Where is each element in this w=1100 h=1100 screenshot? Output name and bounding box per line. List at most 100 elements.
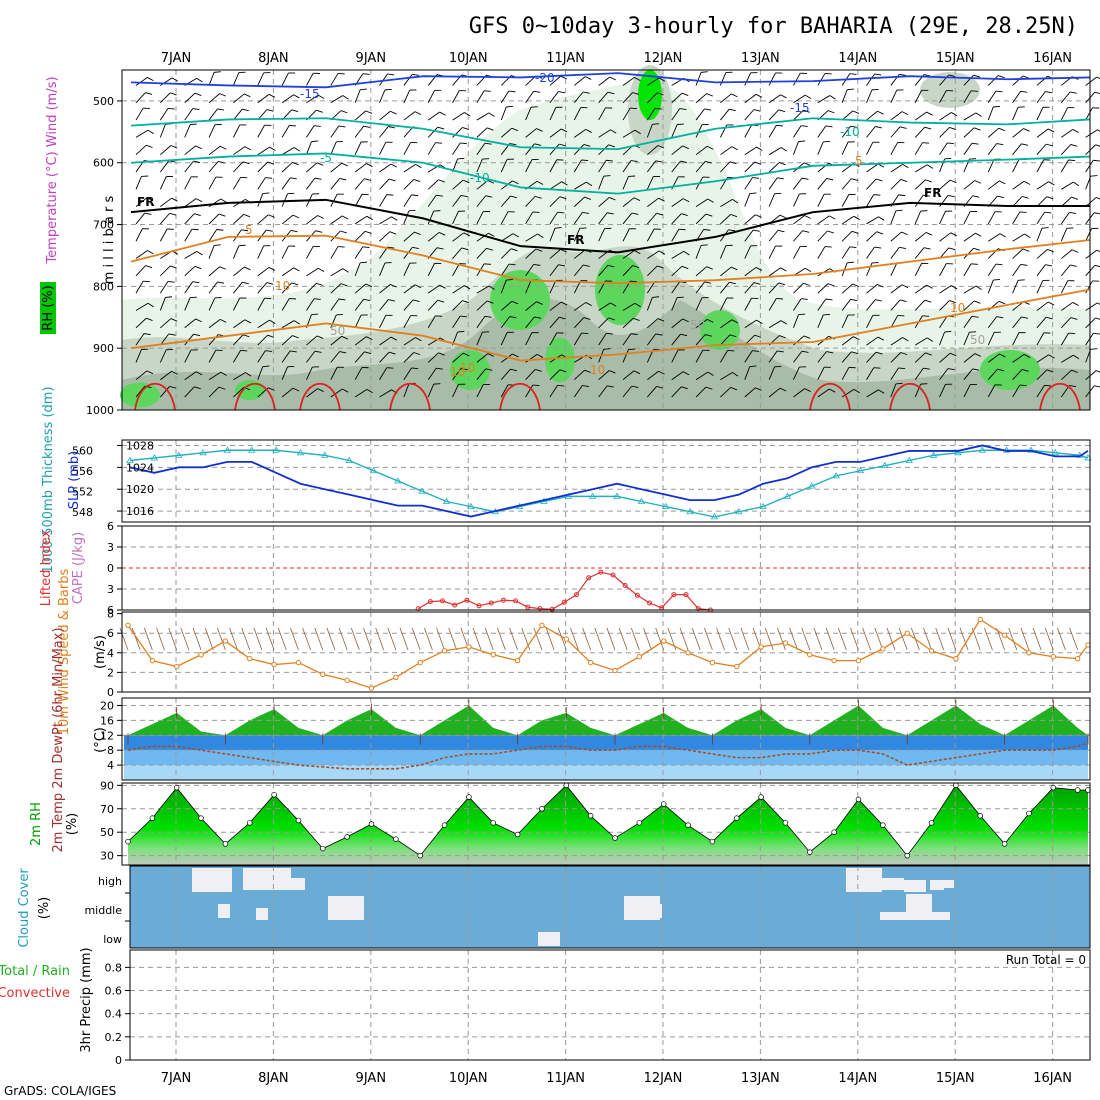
wind-barb [379, 89, 392, 103]
wind-barb [866, 216, 885, 225]
wind-barb-staff [379, 351, 390, 363]
upper-air-frame [121, 69, 1091, 411]
wind-barb-staff [646, 124, 653, 138]
wind-barb-flag [336, 314, 343, 316]
wind-barb-flag [973, 127, 981, 131]
wind-barb-flag [973, 74, 981, 78]
wind-barb-staff [646, 297, 653, 311]
wind-barb [281, 162, 299, 173]
wind-barb-flag [509, 143, 517, 146]
wind-barb-staff [695, 386, 707, 398]
wind-barb-flag [484, 142, 492, 145]
wind-barb [720, 213, 738, 225]
wind-barb [744, 109, 761, 121]
wind-barb [330, 95, 349, 104]
wind-barb [281, 94, 300, 104]
wind-barb-flag [1096, 370, 1100, 374]
wind-barb [744, 319, 763, 329]
wind-barb-flag [852, 110, 860, 114]
rh2m-marker [490, 820, 497, 826]
wind-barb [914, 89, 929, 103]
rh2m-area [128, 785, 1088, 865]
wind-barb-flag [531, 332, 539, 334]
credit-text: GrADS: COLA/IGES [4, 1084, 116, 1098]
wind-barb-staff [1060, 280, 1069, 294]
wind-barb [184, 318, 202, 329]
wind-barb-flag [847, 88, 854, 91]
wind-barb-flag [682, 371, 690, 376]
wind-barb-staff [939, 211, 946, 225]
wind-barb-staff [257, 93, 270, 104]
wind-barb-flag [878, 216, 885, 221]
wind-barb-staff [866, 142, 874, 155]
wind-barb-flag [900, 178, 908, 182]
wind-barb [720, 319, 738, 329]
wind-barb-flag [559, 316, 566, 320]
rh2m-marker [807, 849, 813, 855]
wind-barb [525, 301, 543, 311]
wind-barb-flag [1048, 354, 1055, 359]
wind-barb-flag [731, 266, 738, 271]
wind-barb-flag [387, 73, 395, 76]
wind-barb [452, 315, 467, 329]
wind-barb-flag [390, 163, 398, 168]
wind-barb [208, 176, 223, 190]
wind-barb-flag [632, 265, 640, 268]
wind10m-barb [570, 627, 579, 651]
wind-barb [1061, 181, 1080, 190]
wind-barb-staff [914, 383, 922, 398]
wind-barb [695, 93, 713, 104]
wind-barb-flag [652, 123, 660, 125]
wind-barb-flag [630, 280, 637, 283]
wind-barb-flag [436, 247, 444, 250]
wind-barb-flag [780, 267, 787, 272]
wind-barb [866, 367, 881, 380]
wind-barb-staff [1036, 332, 1045, 346]
wind-barb-staff [793, 388, 805, 398]
wind-barb [817, 388, 836, 398]
wind-barb-staff [281, 320, 295, 329]
wind-barb-flag [390, 283, 397, 288]
wind10m-barb [375, 627, 385, 651]
wind-barb-flag [975, 285, 982, 290]
wind-barb [598, 212, 614, 225]
wind-barb-flag [1020, 90, 1028, 93]
wind-barb-flag [291, 282, 299, 286]
wind-barb-staff [330, 178, 340, 190]
wind-barb [793, 313, 806, 328]
wind-barb-staff [646, 160, 657, 173]
wind-barb-flag [1067, 280, 1075, 282]
wind-barb [281, 282, 299, 294]
wind-barb [719, 244, 733, 259]
wind-barb-flag [1071, 249, 1079, 253]
wind-barb [525, 263, 541, 277]
wind-barb-staff [841, 194, 850, 207]
wind-barb [1012, 180, 1031, 190]
wind-barb-staff [354, 89, 361, 103]
rh2m-unit: (%) [65, 813, 80, 836]
wind-barb [793, 215, 811, 225]
wind-barb-staff [330, 95, 344, 104]
wind-barb-staff [281, 94, 294, 104]
wind-barb-staff [233, 93, 245, 104]
lifted-index-marker [525, 604, 531, 610]
wind-barb-staff [866, 299, 876, 311]
wind10m-barb [180, 627, 190, 651]
wind-barb [695, 124, 709, 138]
wind-barb-flag [191, 228, 199, 231]
contour-label: 10 [590, 363, 605, 377]
wind-barb-flag [512, 180, 519, 185]
thickness-marker [321, 451, 329, 458]
wind-barb [1060, 212, 1077, 225]
wind-barb-flag [609, 370, 616, 374]
wind-barb-flag [702, 349, 710, 351]
wind-barb-flag [628, 348, 636, 350]
wind-barb [1036, 316, 1053, 329]
wind-barb-staff [208, 318, 221, 329]
wind-barb-staff [549, 301, 562, 311]
wind-barb-staff [257, 366, 264, 380]
wind-barb-staff [890, 179, 902, 190]
lifted-index-marker [598, 569, 604, 575]
wind-barb-flag [313, 245, 320, 248]
